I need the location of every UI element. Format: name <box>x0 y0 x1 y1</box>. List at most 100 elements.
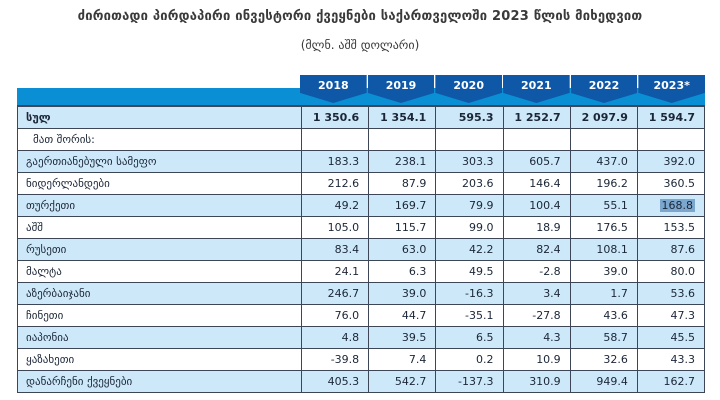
cell-value: 49.5 <box>435 261 502 282</box>
cell-value: 39.0 <box>368 283 435 304</box>
cell-value: 58.7 <box>569 327 637 348</box>
table-row: იაპონია 4.8 39.5 6.5 4.3 58.7 45.5 <box>18 326 704 348</box>
cell-value: 196.2 <box>569 173 637 194</box>
cell-value: 3.4 <box>502 283 570 304</box>
table-row: ყაზახეთი -39.8 7.4 0.2 10.9 32.6 43.3 <box>18 348 704 370</box>
row-label: ნიდერლანდები <box>26 177 110 190</box>
cell-value: 76.0 <box>301 305 368 326</box>
cell-value: 1 350.6 <box>301 107 368 128</box>
cell-value: 1 594.7 <box>636 107 704 128</box>
cell-value: 18.9 <box>502 217 570 238</box>
cell-value: -16.3 <box>435 283 502 304</box>
cell-value: 605.7 <box>502 151 570 172</box>
cell-value: -137.3 <box>435 371 502 392</box>
cell-value: 212.6 <box>301 173 368 194</box>
row-label: იაპონია <box>26 331 69 344</box>
cell-value <box>435 129 502 150</box>
row-label: თურქეთი <box>26 199 76 212</box>
cell-value <box>368 129 435 150</box>
cell-value <box>301 129 368 150</box>
table-row: გაერთიანებული სამეფო 183.3 238.1 303.3 605.7… <box>18 150 704 172</box>
cell-value: 44.7 <box>368 305 435 326</box>
cell-value: 24.1 <box>301 261 368 282</box>
cell-value: 82.4 <box>502 239 570 260</box>
cell-value: 595.3 <box>435 107 502 128</box>
cell-value: 79.9 <box>435 195 502 216</box>
row-label: აშშ <box>26 221 43 234</box>
cell-value: 4.3 <box>502 327 570 348</box>
cell-value: 49.2 <box>301 195 368 216</box>
page-subtitle: (მლნ. აშშ დოლარი) <box>300 38 420 52</box>
cell-value: 63.0 <box>368 239 435 260</box>
selected-text: 168.8 <box>659 199 696 212</box>
cell-value: 310.9 <box>502 371 570 392</box>
cell-value: 43.3 <box>636 349 704 370</box>
cell-value: 4.8 <box>301 327 368 348</box>
row-label: მალტა <box>26 265 62 278</box>
cell-value: 437.0 <box>569 151 637 172</box>
cell-value: 108.1 <box>569 239 637 260</box>
cell-value: 53.6 <box>636 283 704 304</box>
table-body: სულ 1 350.6 1 354.1 595.3 1 252.7 2 097.9 1 59… <box>17 105 705 393</box>
cell-value <box>569 129 637 150</box>
cell-value: 39.0 <box>569 261 637 282</box>
year-header: 2020 <box>435 75 503 103</box>
cell-value: 542.7 <box>368 371 435 392</box>
row-label: ყაზახეთი <box>26 353 75 366</box>
cell-value: 105.0 <box>301 217 368 238</box>
investors-table: 2018 2019 2020 2021 2022 2023* სულ 1 350.6 1 35… <box>17 75 706 393</box>
row-label: რუსეთი <box>26 243 67 256</box>
cell-value: 47.3 <box>636 305 704 326</box>
row-label: მათ შორის: <box>33 133 95 146</box>
cell-value: 1.7 <box>569 283 637 304</box>
cell-value: 1 354.1 <box>368 107 435 128</box>
table-header: 2018 2019 2020 2021 2022 2023* <box>17 75 706 105</box>
year-header: 2023* <box>638 75 706 103</box>
cell-value: 168.8 <box>636 195 704 216</box>
row-label: აზერბაიჯანი <box>26 287 91 300</box>
cell-value: 183.3 <box>301 151 368 172</box>
row-label: დანარჩენი ქვეყნები <box>26 375 133 388</box>
cell-value: 153.5 <box>636 217 704 238</box>
row-label: ჩინეთი <box>26 309 64 322</box>
cell-value: 42.2 <box>435 239 502 260</box>
table-row: აზერბაიჯანი 246.7 39.0 -16.3 3.4 1.7 53.6 <box>18 282 704 304</box>
cell-value: 176.5 <box>569 217 637 238</box>
year-header: 2022 <box>570 75 638 103</box>
table-row: ნიდერლანდები 212.6 87.9 203.6 146.4 196.2 360.… <box>18 172 704 194</box>
cell-value: 6.5 <box>435 327 502 348</box>
cell-value: 405.3 <box>301 371 368 392</box>
year-header: 2018 <box>300 75 367 103</box>
cell-value: 162.7 <box>636 371 704 392</box>
cell-value: 45.5 <box>636 327 704 348</box>
table-row: სულ 1 350.6 1 354.1 595.3 1 252.7 2 097.9 1 59… <box>18 107 704 128</box>
cell-value: 43.6 <box>569 305 637 326</box>
cell-value: 10.9 <box>502 349 570 370</box>
cell-value: 87.6 <box>636 239 704 260</box>
cell-value: 169.7 <box>368 195 435 216</box>
cell-value: 1 252.7 <box>502 107 570 128</box>
cell-value: 39.5 <box>368 327 435 348</box>
cell-value: -2.8 <box>502 261 570 282</box>
table-row: მათ შორის: <box>18 128 704 150</box>
table-row: ჩინეთი 76.0 44.7 -35.1 -27.8 43.6 47.3 <box>18 304 704 326</box>
cell-value: 0.2 <box>435 349 502 370</box>
year-header: 2021 <box>503 75 570 103</box>
table-row: თურქეთი 49.2 169.7 79.9 100.4 55.1 168.8 <box>18 194 704 216</box>
cell-value: 115.7 <box>368 217 435 238</box>
cell-value: -27.8 <box>502 305 570 326</box>
cell-value: 100.4 <box>502 195 570 216</box>
cell-value: 55.1 <box>569 195 637 216</box>
year-header: 2019 <box>367 75 435 103</box>
cell-value: 392.0 <box>636 151 704 172</box>
cell-value <box>636 129 704 150</box>
table-row: რუსეთი 83.4 63.0 42.2 82.4 108.1 87.6 <box>18 238 704 260</box>
row-label: სულ <box>26 111 51 124</box>
cell-value: 949.4 <box>569 371 637 392</box>
page-title: ძირითადი პირდაპირი ინვესტორი ქვეყნები სა… <box>77 9 643 24</box>
table-row: აშშ 105.0 115.7 99.0 18.9 176.5 153.5 <box>18 216 704 238</box>
cell-value: -35.1 <box>435 305 502 326</box>
cell-value: 87.9 <box>368 173 435 194</box>
cell-value: 360.5 <box>636 173 704 194</box>
cell-value: 83.4 <box>301 239 368 260</box>
